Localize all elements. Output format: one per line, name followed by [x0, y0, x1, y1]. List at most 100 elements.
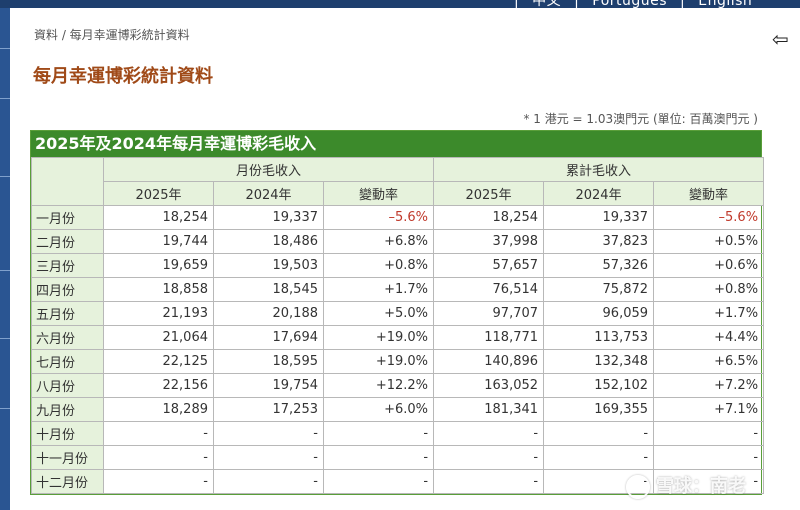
- table-cell: +0.6%: [653, 253, 765, 278]
- table-cell: 17,694: [213, 325, 324, 350]
- table-cell: +0.5%: [653, 229, 765, 254]
- table-cell: 96,059: [543, 301, 655, 326]
- table-cell: 19,754: [213, 373, 324, 398]
- table-row: 十一月份 - - - - - -: [31, 445, 765, 470]
- table-cell: +19.0%: [322, 325, 435, 350]
- table-cell: -: [103, 445, 214, 470]
- table-row: 五月份 21,193 20,188 +5.0% 97,707 96,059 +1.7%: [31, 301, 765, 326]
- month-header-cell: [31, 157, 104, 206]
- table-cell: 18,289: [103, 397, 214, 422]
- table-cell: -: [213, 469, 324, 494]
- table-row: 八月份 22,156 19,754 +12.2% 163,052 152,102 +7.2%: [31, 373, 765, 398]
- table-cell: 17,253: [213, 397, 324, 422]
- table-cell: 19,744: [103, 229, 214, 254]
- table-cell: 57,326: [543, 253, 655, 278]
- table-cell: +1.7%: [322, 277, 435, 302]
- table-cell: -: [433, 469, 545, 494]
- table-cell: -: [653, 445, 765, 470]
- table-row: 七月份 22,125 18,595 +19.0% 140,896 132,348 +6.5%: [31, 349, 765, 374]
- table-cell: 22,156: [103, 373, 214, 398]
- top-nav-bar: | 中文 | Português | English: [0, 0, 800, 8]
- table-cell: +5.0%: [322, 301, 435, 326]
- row-month-label: 三月份: [31, 253, 104, 278]
- col-header: 2025年: [103, 181, 214, 206]
- left-side-rail: [0, 8, 10, 510]
- table-cell: 19,337: [213, 205, 324, 230]
- revenue-table: 月份毛收入 累計毛收入 2025年 2024年 變動率 2025年 2024年 …: [31, 157, 765, 494]
- table-cell: 21,193: [103, 301, 214, 326]
- table-cell: -: [653, 421, 765, 446]
- table-caption: 2025年及2024年每月幸運博彩毛收入: [31, 131, 761, 157]
- row-month-label: 八月份: [31, 373, 104, 398]
- arrow-left-icon[interactable]: ⇦: [772, 27, 789, 51]
- watermark: 雪球：南老: [626, 472, 796, 502]
- table-cell: 18,858: [103, 277, 214, 302]
- table-cell: +1.7%: [653, 301, 765, 326]
- table-cell: 20,188: [213, 301, 324, 326]
- table-row: 十月份 - - - - - -: [31, 421, 765, 446]
- currency-note: * 1 港元 = 1.03澳門元 (單位: 百萬澳門元 ): [523, 112, 758, 126]
- table-cell: 37,998: [433, 229, 545, 254]
- rail-divider: [0, 408, 10, 409]
- table-cell: +0.8%: [322, 253, 435, 278]
- table-row: 十二月份 - - - - - -: [31, 469, 765, 494]
- table-cell: -: [322, 421, 435, 446]
- table-cell: +4.4%: [653, 325, 765, 350]
- breadcrumb: 資料 / 每月幸運博彩統計資料: [34, 28, 190, 42]
- lang-portuguese-link[interactable]: Português: [592, 0, 668, 8]
- nav-separator: |: [574, 0, 580, 8]
- table-cell: 22,125: [103, 349, 214, 374]
- table-cell: 118,771: [433, 325, 545, 350]
- table-cell: 21,064: [103, 325, 214, 350]
- table-cell: –5.6%: [653, 205, 765, 230]
- row-month-label: 二月份: [31, 229, 104, 254]
- rail-divider: [0, 48, 10, 49]
- table-cell: +6.8%: [322, 229, 435, 254]
- table-cell: +6.5%: [653, 349, 765, 374]
- watermark-text: 雪球：南老: [656, 476, 746, 497]
- table-cell: 57,657: [433, 253, 545, 278]
- table-cell: -: [322, 469, 435, 494]
- table-cell: 18,254: [103, 205, 214, 230]
- nav-separator: |: [680, 0, 686, 8]
- revenue-table-container: 2025年及2024年每月幸運博彩毛收入 月份毛收入 累計毛收入 2025年 2…: [30, 130, 765, 495]
- col-header: 2025年: [433, 181, 545, 206]
- snowball-logo-icon: [626, 475, 650, 499]
- rail-divider: [0, 98, 10, 99]
- group-header-monthly: 月份毛收入: [102, 157, 435, 182]
- rail-divider: [0, 176, 10, 177]
- table-row: 六月份 21,064 17,694 +19.0% 118,771 113,753 +4.4%: [31, 325, 765, 350]
- table-cell: 97,707: [433, 301, 545, 326]
- table-cell: 169,355: [543, 397, 655, 422]
- lang-chinese-link[interactable]: 中文: [532, 0, 562, 8]
- row-month-label: 七月份: [31, 349, 104, 374]
- table-cell: 140,896: [433, 349, 545, 374]
- table-row: 九月份 18,289 17,253 +6.0% 181,341 169,355 +7.1%: [31, 397, 765, 422]
- row-month-label: 一月份: [31, 205, 104, 230]
- table-cell: -: [103, 469, 214, 494]
- table-cell: 18,254: [433, 205, 545, 230]
- col-header: 變動率: [322, 181, 435, 206]
- table-cell: -: [103, 421, 214, 446]
- table-cell: +7.2%: [653, 373, 765, 398]
- table-cell: 18,595: [213, 349, 324, 374]
- rail-divider: [0, 270, 10, 271]
- row-month-label: 四月份: [31, 277, 104, 302]
- table-cell: 163,052: [433, 373, 545, 398]
- lang-english-link[interactable]: English: [698, 0, 753, 8]
- table-cell: 76,514: [433, 277, 545, 302]
- row-month-label: 五月份: [31, 301, 104, 326]
- table-cell: 132,348: [543, 349, 655, 374]
- language-switcher: | 中文 | Português | English: [514, 0, 760, 8]
- table-cell: -: [543, 445, 655, 470]
- table-cell: 18,486: [213, 229, 324, 254]
- table-cell: -: [213, 421, 324, 446]
- table-cell: -: [433, 421, 545, 446]
- row-month-label: 十一月份: [31, 445, 104, 470]
- table-row: 三月份 19,659 19,503 +0.8% 57,657 57,326 +0.6%: [31, 253, 765, 278]
- table-cell: +19.0%: [322, 349, 435, 374]
- row-month-label: 十二月份: [31, 469, 104, 494]
- table-cell: 152,102: [543, 373, 655, 398]
- table-cell: -: [322, 445, 435, 470]
- page-title: 每月幸運博彩統計資料: [33, 66, 213, 87]
